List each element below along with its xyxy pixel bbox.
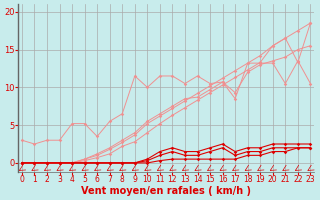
X-axis label: Vent moyen/en rafales ( km/h ): Vent moyen/en rafales ( km/h ) (81, 186, 251, 196)
